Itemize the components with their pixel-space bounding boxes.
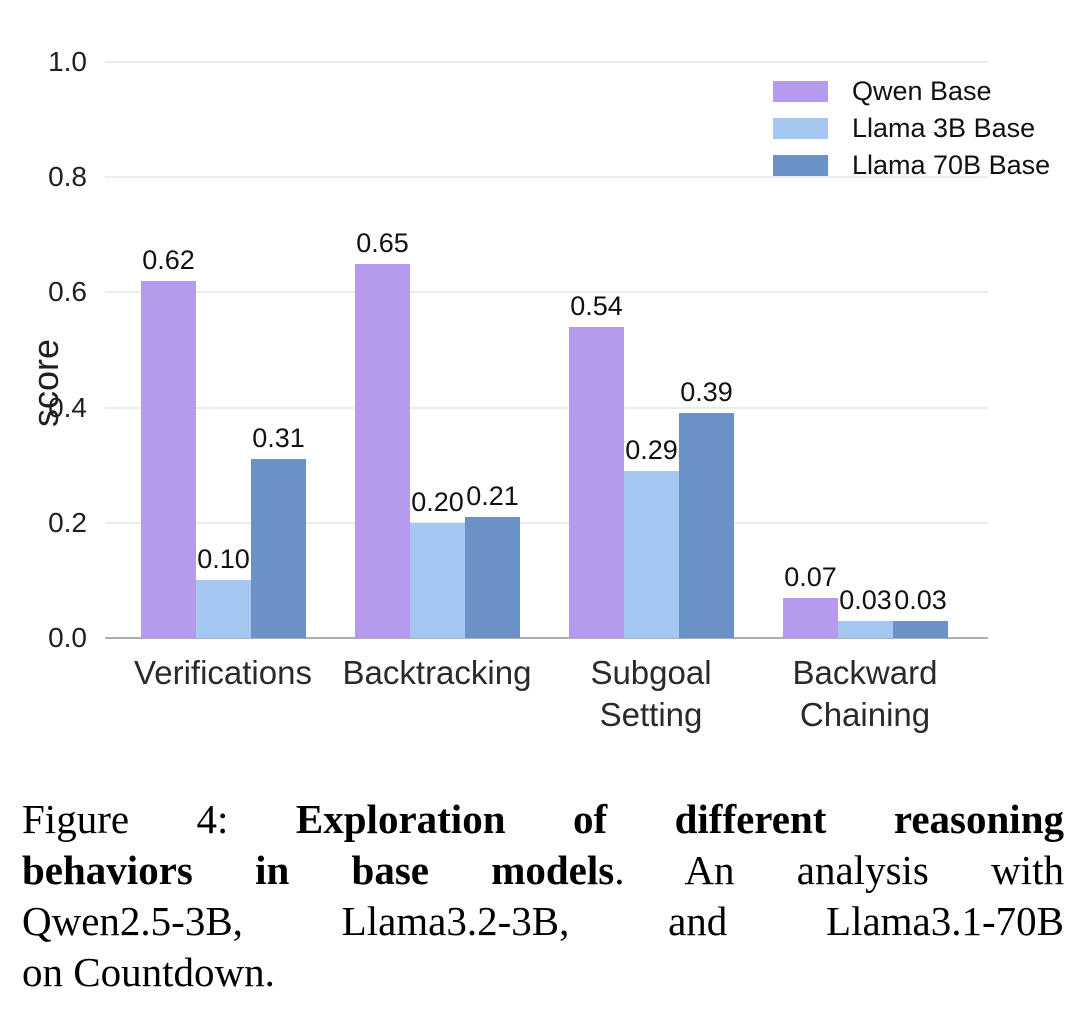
y-tick-label-0.6: 0.6 — [48, 276, 87, 308]
legend-item-qwen-base: Qwen Base — [773, 76, 1050, 106]
x-tick-label-subgoal-setting: Subgoal Setting — [536, 652, 766, 736]
legend-swatch — [773, 118, 828, 139]
y-tick-label-0.4: 0.4 — [48, 391, 87, 423]
legend-swatch — [773, 81, 828, 102]
gridline-y-0.8 — [105, 176, 988, 179]
legend-item-llama-70b-base: Llama 70B Base — [773, 150, 1050, 180]
y-tick-label-1.0: 1.0 — [48, 46, 87, 77]
bar-llama-3b-base-backtracking: 0.20 — [410, 487, 465, 638]
legend-label: Qwen Base — [852, 76, 992, 106]
legend-label: Llama 70B Base — [852, 150, 1051, 180]
caption-bold-text: Exploration of different reasoning — [295, 796, 1065, 842]
caption-line: Qwen2.5-3B, Llama3.2-3B, and Llama3.1-70… — [22, 896, 1064, 947]
bar-group-backward-chaining: 0.07 0.03 0.03 — [783, 62, 948, 638]
y-tick-label-0.8: 0.8 — [48, 161, 87, 193]
caption-text: on Countdown. — [22, 949, 275, 995]
bar-value-label: 0.07 — [784, 562, 837, 592]
bar-group-subgoal-setting: 0.54 0.29 0.39 — [569, 62, 734, 638]
x-axis-line — [105, 637, 988, 639]
bar-group-backtracking: 0.65 0.20 0.21 — [355, 62, 520, 638]
x-tick-label-line: Backward — [792, 654, 938, 691]
bar-qwen-base-backtracking: 0.65 — [355, 228, 410, 638]
x-tick-label-line: Verifications — [134, 654, 312, 691]
bar-value-label: 0.20 — [411, 487, 464, 517]
gridline-y-0.2 — [105, 521, 988, 524]
plot-area: 0.62 0.10 0.31 0.65 0.20 0.21 0.54 0.29 0.39 0.07… — [105, 61, 988, 639]
y-tick-label-0.2: 0.2 — [48, 506, 87, 538]
bar-value-label: 0.62 — [142, 245, 195, 275]
gridline-y-0.4 — [105, 406, 988, 409]
x-tick-label-line: Setting — [599, 696, 703, 733]
bar-qwen-base-backward-chaining: 0.07 — [783, 562, 838, 638]
caption-line: on Countdown. — [22, 947, 1064, 998]
bar-group-verifications: 0.62 0.10 0.31 — [141, 62, 306, 638]
bar-llama-70b-base-backward-chaining: 0.03 — [893, 585, 948, 638]
bar-value-label: 0.21 — [466, 481, 519, 511]
figure-caption: Figure 4: Exploration of different reaso… — [22, 794, 1064, 998]
x-tick-label-line: Backtracking — [342, 654, 532, 691]
legend-item-llama-3b-base: Llama 3B Base — [773, 113, 1050, 143]
bar-value-label: 0.65 — [356, 228, 409, 258]
bar-value-label: 0.10 — [197, 544, 250, 574]
x-tick-label-line: Subgoal — [590, 654, 712, 691]
caption-text: . An analysis with — [614, 847, 1065, 893]
x-tick-label-verifications: Verifications — [108, 652, 338, 694]
y-tick-label-0.0: 0.0 — [48, 622, 87, 653]
bar-llama-3b-base-subgoal-setting: 0.29 — [624, 435, 679, 638]
caption-line: behaviors in base models. An analysis wi… — [22, 845, 1064, 896]
bar-value-label: 0.03 — [839, 585, 892, 615]
bar-llama-70b-base-backtracking: 0.21 — [465, 481, 520, 638]
bar-value-label: 0.39 — [680, 377, 733, 407]
bar-llama-3b-base-backward-chaining: 0.03 — [838, 585, 893, 638]
bar-value-label: 0.54 — [570, 291, 623, 321]
bar-llama-70b-base-verifications: 0.31 — [251, 423, 306, 638]
bar-llama-70b-base-subgoal-setting: 0.39 — [679, 377, 734, 638]
bar-value-label: 0.31 — [252, 423, 305, 453]
bar-qwen-base-verifications: 0.62 — [141, 245, 196, 638]
bar-qwen-base-subgoal-setting: 0.54 — [569, 291, 624, 638]
x-tick-label-backtracking: Backtracking — [322, 652, 552, 694]
legend-swatch — [773, 155, 828, 176]
bar-value-label: 0.03 — [894, 585, 947, 615]
bar-value-label: 0.29 — [625, 435, 678, 465]
caption-line: Figure 4: Exploration of different reaso… — [22, 794, 1064, 845]
caption-bold-text: behaviors in base models — [22, 847, 615, 893]
gridline-y-0.6 — [105, 291, 988, 294]
bar-llama-3b-base-verifications: 0.10 — [196, 544, 251, 638]
gridline-y-1.0 — [105, 61, 988, 63]
caption-text: Figure 4: — [22, 796, 296, 842]
caption-text: Qwen2.5-3B, Llama3.2-3B, and Llama3.1-70… — [22, 898, 1064, 944]
x-tick-label-backward-chaining: Backward Chaining — [750, 652, 980, 736]
legend-label: Llama 3B Base — [852, 113, 1036, 143]
legend: Qwen Base Llama 3B Base Llama 70B Base — [773, 76, 1050, 192]
x-tick-label-line: Chaining — [799, 696, 931, 733]
